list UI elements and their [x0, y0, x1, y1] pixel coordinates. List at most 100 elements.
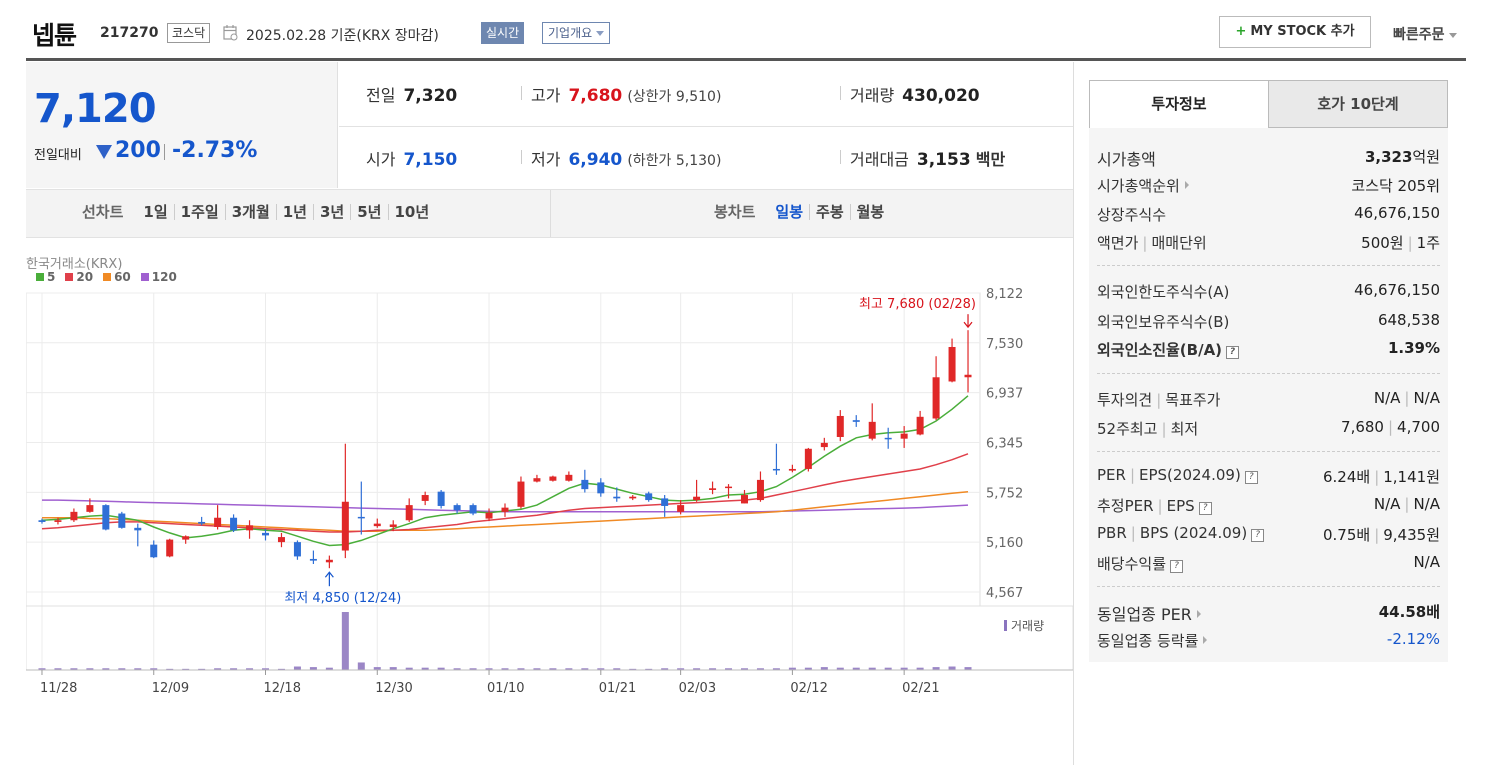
volume-bar: [820, 667, 828, 670]
candle-chart-label: 봉차트: [714, 203, 756, 221]
candle-body: [501, 507, 509, 512]
period-1y[interactable]: 1년: [275, 204, 313, 220]
volume-bar: [214, 668, 222, 670]
candle-body: [293, 542, 301, 557]
max-price-label: 최고 7,680 (02/28): [859, 297, 976, 312]
invest-info-panel: 시가총액 3,323억원 시가총액순위 코스닥 205위 상장주식수 46,676,1…: [1089, 128, 1448, 662]
est-per-row: 추정PER | EPS? N/A | N/A: [1097, 495, 1440, 515]
divider: [1097, 373, 1440, 374]
candle-body: [932, 377, 940, 419]
tab-invest-info[interactable]: 투자정보: [1089, 80, 1269, 128]
y-tick-label: 7,530: [986, 337, 1023, 352]
candle-body: [740, 495, 748, 504]
quote-table: 전일 7,320 고가 7,680 (상한가 9,510) 거래량 430,020 시…: [339, 62, 1073, 188]
chevron-right-icon: [1184, 181, 1189, 189]
pbr-row: PBR | BPS (2024.09)? 0.75배 | 9,435원: [1097, 524, 1440, 544]
period-10y[interactable]: 10년: [387, 204, 436, 220]
y-tick-label: 8,122: [986, 287, 1023, 302]
x-tick-label: 02/21: [902, 681, 939, 696]
add-my-stock-button[interactable]: + MY STOCK 추가: [1219, 16, 1371, 48]
foreign-rate-row: 외국인소진율(B/A)? 1.39%: [1097, 339, 1440, 359]
high-price: 고가 7,680 (상한가 9,510): [521, 82, 721, 106]
candle-body: [166, 539, 174, 557]
price-chart[interactable]: 한국거래소(KRX) 5 20 60 120 8,122 7,530 6,937 6,345…: [26, 240, 1073, 700]
x-tick-label: 02/03: [679, 681, 716, 696]
volume-bar: [405, 667, 413, 670]
sector-rate-row[interactable]: 동일업종 등락률 -2.12%: [1097, 630, 1440, 650]
volume-bar: [501, 668, 509, 670]
candle-weekly[interactable]: 주봉: [809, 204, 850, 220]
period-3y[interactable]: 3년: [313, 204, 350, 220]
legend-ma-5: 5: [36, 270, 55, 284]
dividend-row: 배당수익률? N/A: [1097, 553, 1440, 573]
realtime-button[interactable]: 실시간: [481, 22, 525, 44]
volume-bar: [102, 668, 110, 670]
candlestick-chart[interactable]: 8,122 7,530 6,937 6,345 5,752 5,160 4,567 최고 7,…: [26, 240, 1073, 700]
candle-body: [102, 505, 110, 530]
candle-body: [437, 491, 445, 506]
legend-ma-120: 120: [140, 270, 177, 284]
open-price: 시가 7,150: [366, 150, 458, 170]
volume-bar: [421, 667, 429, 670]
volume-bar: [166, 668, 174, 670]
period-1w[interactable]: 1주일: [173, 204, 225, 220]
x-tick-label: 01/21: [599, 681, 636, 696]
volume-bar: [134, 668, 142, 670]
volume-bar: [613, 668, 621, 670]
help-icon: ?: [1251, 529, 1265, 542]
volume-bar: [693, 668, 701, 670]
period-3m[interactable]: 3개월: [224, 204, 276, 220]
candle-body: [693, 496, 701, 501]
candle-body: [661, 498, 669, 506]
volume-bar: [118, 668, 126, 670]
add-my-stock-label: MY STOCK 추가: [1250, 24, 1355, 39]
stock-code: 217270: [100, 25, 159, 41]
volume-bar: [709, 668, 717, 670]
volume-bar: [900, 667, 908, 670]
change-amount: 200: [115, 138, 161, 163]
candle-body: [405, 505, 413, 521]
line-chart-group: 선차트 1일 1주일 3개월 1년 3년 5년 10년: [76, 203, 435, 221]
candle-body: [134, 527, 142, 531]
plus-icon: +: [1235, 24, 1247, 39]
candle-body: [277, 537, 285, 543]
corp-info-dropdown[interactable]: 기업개요: [542, 22, 611, 44]
opinion-row: 투자의견 | 목표주가 N/A | N/A: [1097, 389, 1440, 409]
w52-row: 52주최고 | 최저 7,680 | 4,700: [1097, 418, 1440, 438]
corp-info-label: 기업개요: [548, 26, 593, 40]
quick-order-button[interactable]: 빠른주문: [1393, 24, 1457, 44]
down-triangle-icon: [96, 145, 112, 159]
period-5y[interactable]: 5년: [350, 204, 387, 220]
volume-bar: [389, 667, 397, 670]
candle-body: [597, 482, 605, 494]
candle-chart-group: 봉차트 일봉 주봉 월봉: [708, 203, 890, 221]
candle-body: [214, 517, 222, 527]
sector-per-row[interactable]: 동일업종 PER 44.58배: [1097, 603, 1440, 624]
volume-bar: [804, 667, 812, 670]
volume-bar: [852, 667, 860, 670]
tab-order-book[interactable]: 호가 10단계: [1268, 80, 1448, 128]
x-tick-label: 12/09: [152, 681, 189, 696]
volume-bar: [581, 668, 589, 670]
mcap-rank-row[interactable]: 시가총액순위 코스닥 205위: [1097, 177, 1440, 195]
candle-daily[interactable]: 일봉: [775, 203, 804, 221]
volume-bar: [341, 612, 349, 670]
volume-bar: [565, 668, 573, 670]
volume-bar: [86, 668, 94, 670]
candle-body: [389, 524, 397, 527]
x-tick-label: 01/10: [487, 681, 524, 696]
current-price: 7,120: [34, 86, 157, 132]
volume-bar: [740, 668, 748, 670]
quick-order-label: 빠른주문: [1393, 27, 1445, 43]
volume-bar: [948, 666, 956, 670]
chevron-right-icon: [1196, 610, 1201, 618]
volume-bar: [533, 668, 541, 670]
volume-bar: [230, 668, 238, 670]
period-1d[interactable]: 1일: [143, 203, 168, 221]
divider: [1097, 265, 1440, 266]
volume-bar: [485, 668, 493, 670]
candle-body: [772, 468, 780, 471]
volume-legend-swatch: [1004, 620, 1007, 631]
candle-monthly[interactable]: 월봉: [849, 204, 891, 220]
volume-bar: [38, 668, 46, 670]
